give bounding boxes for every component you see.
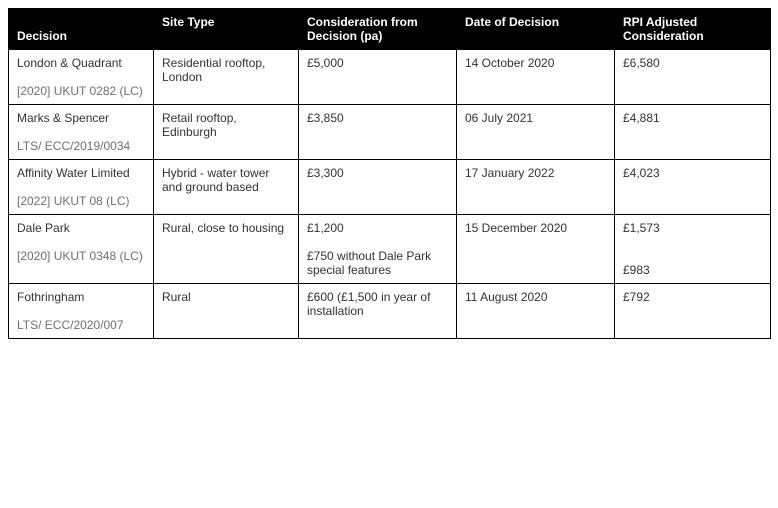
cell-rpi: £4,881 bbox=[615, 105, 771, 160]
decision-reference: LTS/ ECC/2020/007 bbox=[17, 318, 124, 332]
rpi-value: £6,580 bbox=[623, 56, 660, 70]
rpi-value: £792 bbox=[623, 290, 650, 304]
cell-consideration: £600 (£1,500 in year of installation bbox=[299, 284, 457, 339]
table-row: Affinity Water Limited [2022] UKUT 08 (LC… bbox=[9, 160, 771, 215]
cell-sitetype: Residential rooftop, London bbox=[154, 50, 299, 105]
consideration-value: £600 (£1,500 in year of installation bbox=[307, 290, 430, 318]
cell-date: 17 January 2022 bbox=[457, 160, 615, 215]
cell-decision: Dale Park [2020] UKUT 0348 (LC) bbox=[9, 215, 154, 284]
decision-main: Fothringham bbox=[17, 290, 84, 304]
table-row: Dale Park [2020] UKUT 0348 (LC) Rural, clo… bbox=[9, 215, 771, 284]
cell-sitetype: Retail rooftop, Edinburgh bbox=[154, 105, 299, 160]
consideration-value: £5,000 bbox=[307, 56, 344, 70]
decision-main: Affinity Water Limited bbox=[17, 166, 130, 180]
cell-sitetype: Rural bbox=[154, 284, 299, 339]
cell-rpi: £792 bbox=[615, 284, 771, 339]
decision-main: Dale Park bbox=[17, 221, 70, 235]
decision-main: Marks & Spencer bbox=[17, 111, 109, 125]
rpi-value: £4,881 bbox=[623, 111, 660, 125]
col-header-sitetype: Site Type bbox=[154, 9, 299, 50]
table-row: London & Quadrant [2020] UKUT 0282 (LC) Re… bbox=[9, 50, 771, 105]
consideration-value: £1,200 bbox=[307, 221, 344, 235]
rpi-value: £4,023 bbox=[623, 166, 660, 180]
cell-consideration: £5,000 bbox=[299, 50, 457, 105]
cell-decision: Fothringham LTS/ ECC/2020/007 bbox=[9, 284, 154, 339]
cell-rpi: £4,023 bbox=[615, 160, 771, 215]
decision-reference: LTS/ ECC/2019/0034 bbox=[17, 139, 130, 153]
decision-reference: [2022] UKUT 08 (LC) bbox=[17, 194, 130, 208]
cell-decision: London & Quadrant [2020] UKUT 0282 (LC) bbox=[9, 50, 154, 105]
cell-date: 06 July 2021 bbox=[457, 105, 615, 160]
cell-decision: Affinity Water Limited [2022] UKUT 08 (LC… bbox=[9, 160, 154, 215]
cell-date: 15 December 2020 bbox=[457, 215, 615, 284]
consideration-value: £3,300 bbox=[307, 166, 344, 180]
cell-rpi: £1,573 £983 bbox=[615, 215, 771, 284]
cell-decision: Marks & Spencer LTS/ ECC/2019/0034 bbox=[9, 105, 154, 160]
col-header-date: Date of Decision bbox=[457, 9, 615, 50]
cell-consideration: £3,300 bbox=[299, 160, 457, 215]
table-header: Decision Site Type Consideration from De… bbox=[9, 9, 771, 50]
consideration-extra: £750 without Dale Park special features bbox=[307, 249, 431, 277]
rpi-extra: £983 bbox=[623, 263, 650, 277]
col-header-decision: Decision bbox=[9, 9, 154, 50]
col-header-rpi: RPI Adjusted Consideration bbox=[615, 9, 771, 50]
cell-sitetype: Hybrid - water tower and ground based bbox=[154, 160, 299, 215]
rpi-value: £1,573 bbox=[623, 221, 660, 235]
col-header-consideration: Consideration from Decision (pa) bbox=[299, 9, 457, 50]
table-row: Marks & Spencer LTS/ ECC/2019/0034 Retail … bbox=[9, 105, 771, 160]
cell-sitetype: Rural, close to housing bbox=[154, 215, 299, 284]
decisions-table: Decision Site Type Consideration from De… bbox=[8, 8, 771, 339]
decision-main: London & Quadrant bbox=[17, 56, 122, 70]
cell-date: 14 October 2020 bbox=[457, 50, 615, 105]
cell-consideration: £1,200 £750 without Dale Park special fea… bbox=[299, 215, 457, 284]
table-row: Fothringham LTS/ ECC/2020/007 Rural £600 (£… bbox=[9, 284, 771, 339]
cell-date: 11 August 2020 bbox=[457, 284, 615, 339]
table-body: London & Quadrant [2020] UKUT 0282 (LC) Re… bbox=[9, 50, 771, 339]
cell-rpi: £6,580 bbox=[615, 50, 771, 105]
decision-reference: [2020] UKUT 0348 (LC) bbox=[17, 249, 143, 263]
cell-consideration: £3,850 bbox=[299, 105, 457, 160]
decision-reference: [2020] UKUT 0282 (LC) bbox=[17, 84, 143, 98]
consideration-value: £3,850 bbox=[307, 111, 344, 125]
